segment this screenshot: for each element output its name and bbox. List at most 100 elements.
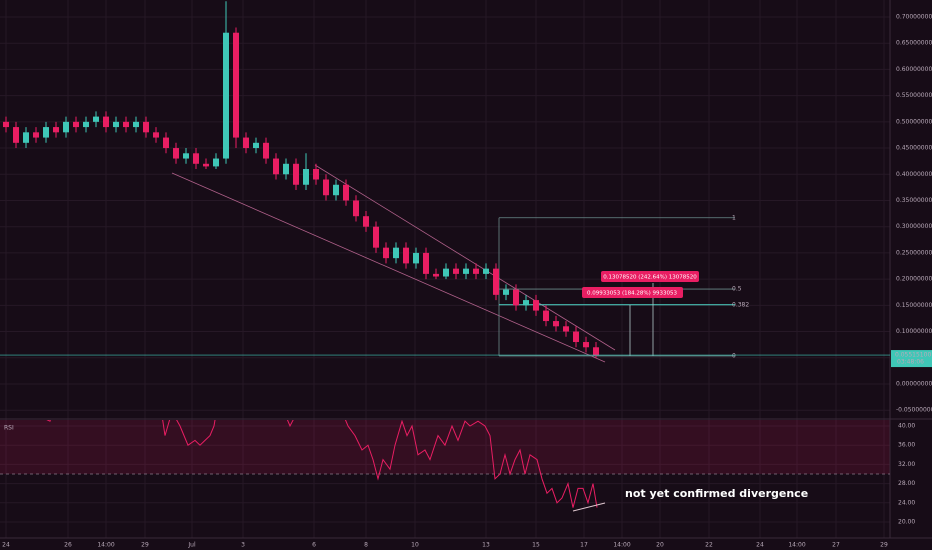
- candle-body: [443, 268, 449, 277]
- candle-body: [63, 121, 69, 133]
- x-tick-label: Jul: [187, 542, 196, 549]
- candle-body: [493, 268, 499, 295]
- countdown: 03:48:06: [897, 359, 924, 366]
- candle-body: [313, 169, 319, 180]
- candle-body: [163, 137, 169, 149]
- candle-body: [123, 121, 129, 128]
- x-tick-label: 14:00: [97, 542, 114, 549]
- candle-body: [423, 252, 429, 274]
- candle-body: [213, 158, 219, 167]
- candle-body: [233, 32, 239, 138]
- candle-body: [353, 200, 359, 217]
- x-tick-label: 29: [880, 542, 888, 549]
- candle-body: [73, 121, 79, 128]
- x-tick-label: 24: [756, 542, 764, 549]
- candle-body: [173, 148, 179, 159]
- candle-body: [253, 142, 259, 149]
- y-tick-label: 0.10000000: [896, 328, 932, 335]
- x-tick-label: 17: [580, 542, 588, 549]
- rsi-title: RSI: [4, 425, 14, 432]
- candle-body: [533, 300, 539, 311]
- candle-body: [573, 331, 579, 343]
- x-tick-label: 15: [532, 542, 540, 549]
- x-tick-label: 24: [2, 542, 10, 549]
- y-tick-label: 0.65000000: [896, 40, 932, 47]
- x-tick-label: 6: [312, 542, 316, 549]
- fib-label: 0: [732, 352, 736, 359]
- y-tick-label: -0.05000000: [896, 407, 932, 414]
- candle-body: [183, 153, 189, 159]
- x-tick-label: 13: [482, 542, 490, 549]
- y-tick-label: 0.60000000: [896, 66, 932, 73]
- rsi-pane: [0, 420, 890, 508]
- candle-body: [223, 32, 229, 159]
- candle-body: [513, 289, 519, 306]
- grid: [0, 0, 890, 538]
- candle-body: [303, 169, 309, 185]
- candle-body: [403, 247, 409, 264]
- rsi-tick-label: 24.00: [898, 499, 915, 506]
- candle-body: [583, 342, 589, 348]
- fib-label: 0.5: [732, 286, 742, 293]
- y-tick-label: 0.20000000: [896, 276, 932, 283]
- candle-body: [3, 121, 9, 128]
- candle-body: [13, 127, 19, 143]
- candle-body: [563, 326, 569, 332]
- candle-body: [83, 121, 89, 128]
- candle-body: [473, 268, 479, 274]
- candle-body: [103, 116, 109, 128]
- candle-body: [243, 137, 249, 149]
- y-tick-label: 0.15000000: [896, 302, 932, 309]
- y-tick-label: 0.50000000: [896, 118, 932, 125]
- candle-body: [113, 121, 119, 128]
- divergence-line: [572, 502, 606, 512]
- candle-body: [33, 132, 39, 138]
- candle-body: [193, 153, 199, 164]
- candle-body: [273, 158, 279, 175]
- candle-body: [483, 268, 489, 274]
- candle-body: [503, 289, 509, 295]
- candle-body: [133, 121, 139, 128]
- candle-body: [43, 127, 49, 138]
- x-tick-label: 22: [705, 542, 713, 549]
- x-tick-label: 27: [832, 542, 840, 549]
- x-tick-label: 26: [64, 542, 72, 549]
- candle-body: [593, 347, 599, 356]
- rsi-tick-label: 36.00: [898, 442, 915, 449]
- fib-label: 1: [732, 214, 736, 221]
- x-tick-label: 3: [241, 542, 245, 549]
- rsi-tick-label: 20.00: [898, 519, 915, 526]
- x-tick-label: 14:00: [613, 542, 630, 549]
- candle-body: [553, 321, 559, 327]
- x-tick-label: 14:00: [788, 542, 805, 549]
- candles: [3, 1, 599, 358]
- last-price-box: [891, 350, 932, 368]
- rsi-tick-label: 28.00: [898, 480, 915, 487]
- y-tick-label: 0.40000000: [896, 171, 932, 178]
- candle-body: [543, 310, 549, 322]
- candle-body: [523, 300, 529, 306]
- measure-box: [601, 271, 699, 282]
- annotation: not yet confirmed divergence: [625, 487, 808, 500]
- candle-body: [363, 216, 369, 227]
- y-tick-label: 0.35000000: [896, 197, 932, 204]
- candle-body: [93, 116, 99, 122]
- y-tick-label: 0.45000000: [896, 145, 932, 152]
- candle-body: [333, 184, 339, 196]
- measure-label: 0.13078520 (242.64%) 13078520: [603, 275, 697, 281]
- measure-box: [582, 287, 683, 298]
- y-tick-label: 0.70000000: [896, 13, 932, 20]
- rsi-band: [0, 420, 890, 474]
- candle-body: [263, 142, 269, 159]
- candle-body: [343, 184, 349, 201]
- y-tick-label: 0.55000000: [896, 92, 932, 99]
- candle-body: [283, 163, 289, 175]
- candle-body: [453, 268, 459, 274]
- trendline-lower: [171, 172, 606, 363]
- candle-body: [463, 268, 469, 274]
- candle-body: [203, 163, 209, 167]
- candle-body: [53, 127, 59, 133]
- candle-body: [433, 273, 439, 277]
